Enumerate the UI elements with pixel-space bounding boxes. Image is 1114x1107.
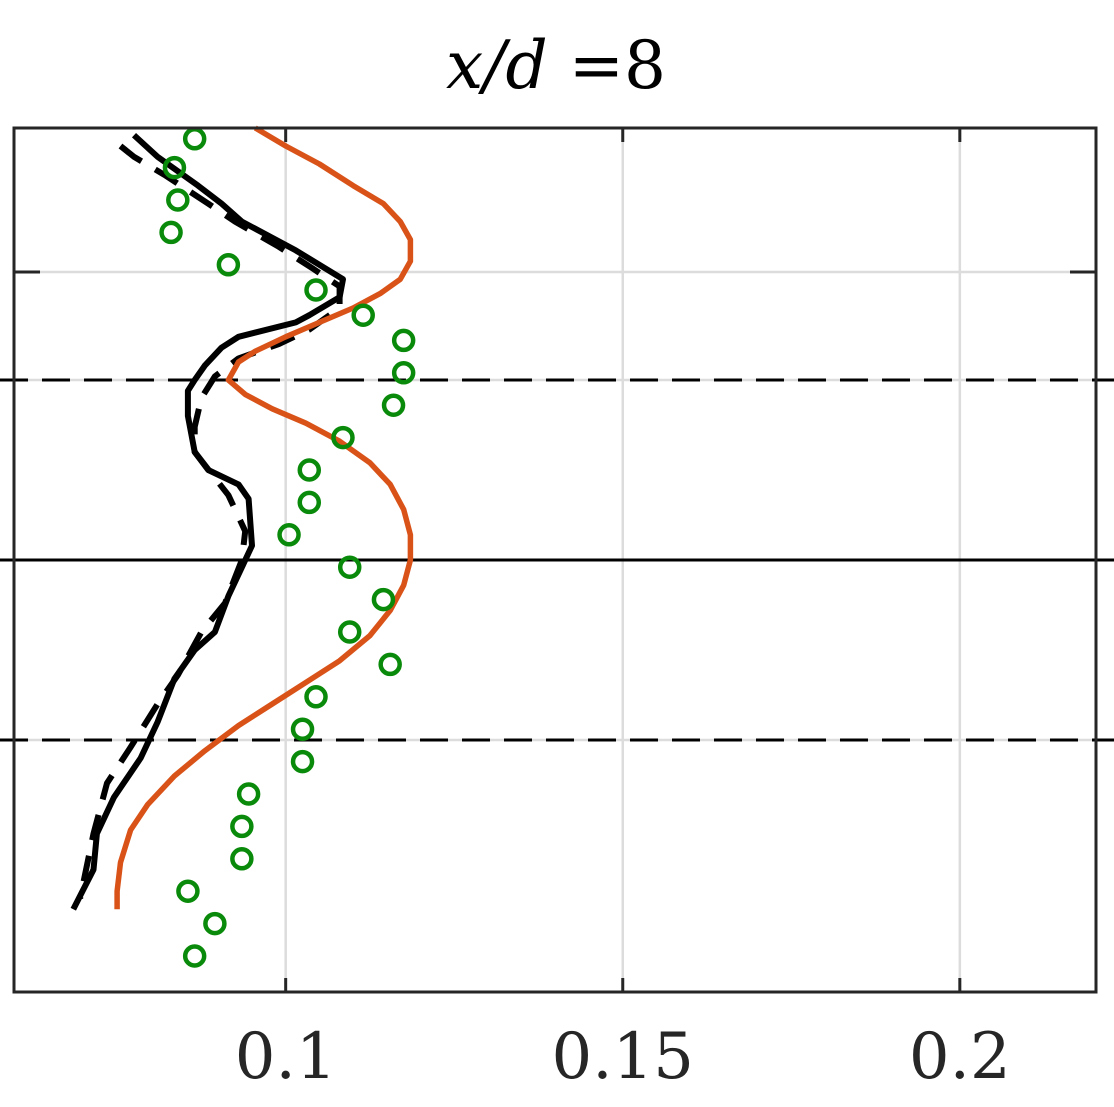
title-value: 8 — [624, 27, 666, 104]
data-marker — [230, 814, 254, 839]
data-marker — [216, 253, 241, 277]
solid-black-line — [70, 132, 346, 911]
x-tick-label: 0.15 — [552, 1020, 695, 1094]
data-marker — [331, 425, 355, 450]
reference-lines — [0, 378, 1114, 742]
data-marker — [230, 847, 254, 871]
tick-label-layer: 0.1 0.15 0.2 — [235, 1020, 1011, 1094]
orange-model-line — [114, 125, 414, 910]
data-marker — [236, 782, 261, 806]
data-marker — [182, 944, 207, 968]
axes-layer — [12, 126, 1098, 994]
data-marker — [277, 523, 301, 547]
dashed-black-line — [77, 143, 343, 900]
data-marker — [391, 328, 416, 353]
marker-layer — [159, 127, 416, 968]
data-marker — [381, 393, 406, 417]
data-marker — [297, 458, 322, 482]
data-marker — [182, 127, 207, 151]
x-tick-label: 0.2 — [909, 1020, 1011, 1094]
x-tick-label: 0.1 — [235, 1020, 337, 1094]
data-marker — [203, 911, 227, 936]
data-marker — [378, 652, 402, 677]
series-layer — [70, 125, 414, 911]
data-marker — [337, 555, 362, 579]
data-marker — [371, 587, 396, 612]
data-marker — [159, 220, 183, 245]
chart-title: x/d =8 — [446, 27, 666, 104]
data-marker — [304, 685, 328, 709]
data-marker — [297, 490, 322, 515]
axes-box — [12, 126, 1098, 994]
data-marker — [391, 361, 416, 385]
data-marker — [337, 620, 362, 644]
data-marker — [176, 879, 200, 903]
title-variable: x/d — [446, 27, 548, 104]
data-marker — [162, 155, 187, 180]
data-marker — [351, 303, 375, 327]
title-operator: = — [548, 27, 624, 104]
data-marker — [304, 278, 328, 302]
data-marker — [166, 188, 190, 212]
data-marker — [290, 749, 315, 774]
data-marker — [290, 717, 315, 741]
